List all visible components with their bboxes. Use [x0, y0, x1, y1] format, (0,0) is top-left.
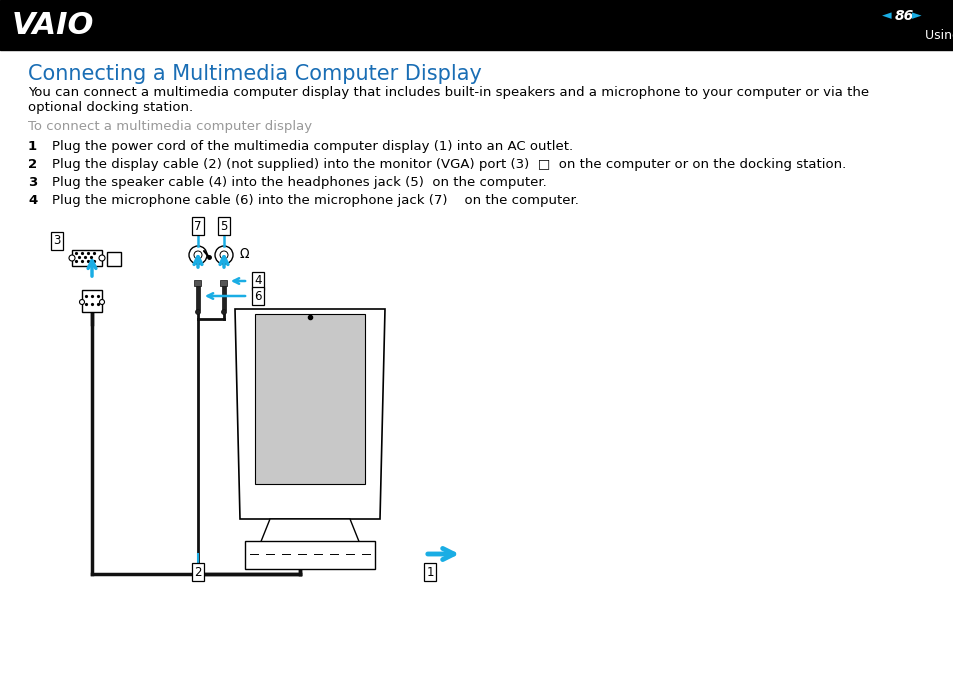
Bar: [245, 541, 375, 569]
Bar: [194, 280, 201, 286]
Text: Plug the speaker cable (4) into the headphones jack (5)  on the computer.: Plug the speaker cable (4) into the head…: [52, 176, 546, 189]
Text: 3: 3: [53, 235, 61, 247]
Text: 2: 2: [28, 158, 37, 171]
Circle shape: [193, 251, 202, 259]
Text: 86: 86: [894, 9, 913, 23]
Text: 6: 6: [254, 290, 261, 303]
Circle shape: [99, 255, 105, 261]
Circle shape: [69, 255, 75, 261]
Text: 4: 4: [254, 274, 261, 288]
Text: 3: 3: [28, 176, 37, 189]
Text: To connect a multimedia computer display: To connect a multimedia computer display: [28, 120, 312, 133]
Text: optional docking station.: optional docking station.: [28, 101, 193, 114]
Text: Connecting a Multimedia Computer Display: Connecting a Multimedia Computer Display: [28, 64, 481, 84]
Circle shape: [99, 299, 105, 305]
Circle shape: [221, 309, 226, 315]
Bar: [82, 290, 102, 312]
Text: Using Peripheral Devices: Using Peripheral Devices: [924, 30, 953, 42]
Circle shape: [79, 299, 85, 305]
Circle shape: [195, 309, 200, 315]
Text: 2: 2: [194, 565, 201, 578]
Circle shape: [189, 246, 207, 264]
Text: ◄: ◄: [882, 9, 891, 22]
Text: 7: 7: [194, 220, 201, 233]
Text: 4: 4: [28, 194, 37, 207]
Polygon shape: [234, 309, 385, 519]
Text: Plug the microphone cable (6) into the microphone jack (7)    on the computer.: Plug the microphone cable (6) into the m…: [52, 194, 578, 207]
Bar: [220, 280, 227, 286]
Text: 1: 1: [28, 140, 37, 153]
Bar: [71, 250, 102, 266]
Bar: [0, 0, 953, 50]
Text: 1: 1: [426, 565, 434, 578]
Text: ►: ►: [911, 9, 921, 22]
Text: VAIO: VAIO: [12, 11, 94, 40]
Bar: [222, 282, 226, 310]
Circle shape: [220, 251, 228, 259]
Text: Plug the power cord of the multimedia computer display (1) into an AC outlet.: Plug the power cord of the multimedia co…: [52, 140, 573, 153]
Bar: [107, 252, 121, 266]
Bar: [195, 282, 200, 310]
Text: You can connect a multimedia computer display that includes built-in speakers an: You can connect a multimedia computer di…: [28, 86, 868, 99]
Text: 5: 5: [220, 220, 228, 233]
Text: Ω: Ω: [239, 249, 249, 262]
Bar: [254, 314, 365, 484]
Circle shape: [214, 246, 233, 264]
Text: Plug the display cable (2) (not supplied) into the monitor (VGA) port (3)  □  on: Plug the display cable (2) (not supplied…: [52, 158, 845, 171]
Polygon shape: [260, 519, 359, 544]
